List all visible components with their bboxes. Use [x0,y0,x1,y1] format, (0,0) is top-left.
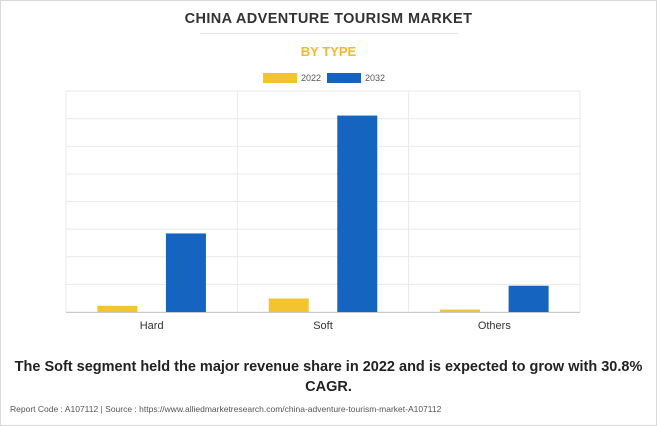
bar-2032-others [508,285,549,312]
bar-2022-others [440,309,481,312]
bar-2032-soft [337,115,378,312]
chart-title: CHINA ADVENTURE TOURISM MARKET [184,11,473,27]
legend-swatch-2032 [327,73,362,83]
report-source-footer: Report Code : A107112 | Source : https:/… [10,404,442,414]
x-tick-label: Soft [313,320,333,332]
legend-item-2032[interactable]: 2032 [327,73,385,83]
legend-item-2022[interactable]: 2022 [263,73,321,83]
title-divider [200,33,458,34]
x-tick-label: Hard [140,320,164,332]
bar-2022-soft [268,298,309,312]
chart-caption: The Soft segment held the major revenue … [14,359,643,395]
chart-subtitle: BY TYPE [300,44,357,59]
legend-label-2022: 2022 [301,73,322,83]
legend-swatch-2022 [263,73,297,83]
x-tick-label: Others [478,320,512,332]
bar-2022-hard [97,305,138,312]
legend-label-2032: 2032 [365,73,386,83]
chart-legend: 2022 2032 [263,71,391,85]
bar-2032-hard [165,233,206,312]
